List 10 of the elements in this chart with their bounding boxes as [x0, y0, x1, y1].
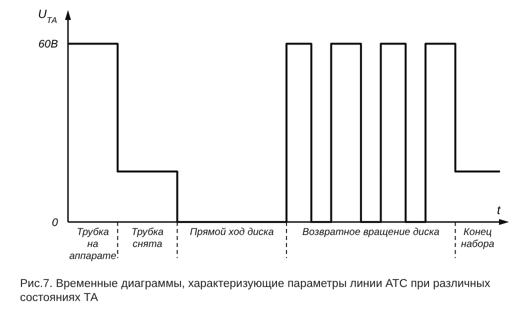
- x-axis-title: t: [497, 203, 501, 217]
- y-tick-label: 0: [52, 217, 59, 229]
- text: Возвратное вращение диска: [302, 227, 440, 238]
- text: Конец набора: [460, 227, 495, 250]
- text: Рис.7. Временные диаграммы, характеризующие параметры линии АТС при различных состояниях ТА: [20, 278, 491, 304]
- y-tick-label: 60В: [38, 38, 58, 51]
- text: Прямой ход диска: [190, 227, 274, 238]
- text: Трубка на аппарате: [69, 227, 117, 262]
- y-axis-title: U$_{ТА}$: [38, 7, 58, 25]
- text: Трубка снята: [131, 227, 164, 250]
